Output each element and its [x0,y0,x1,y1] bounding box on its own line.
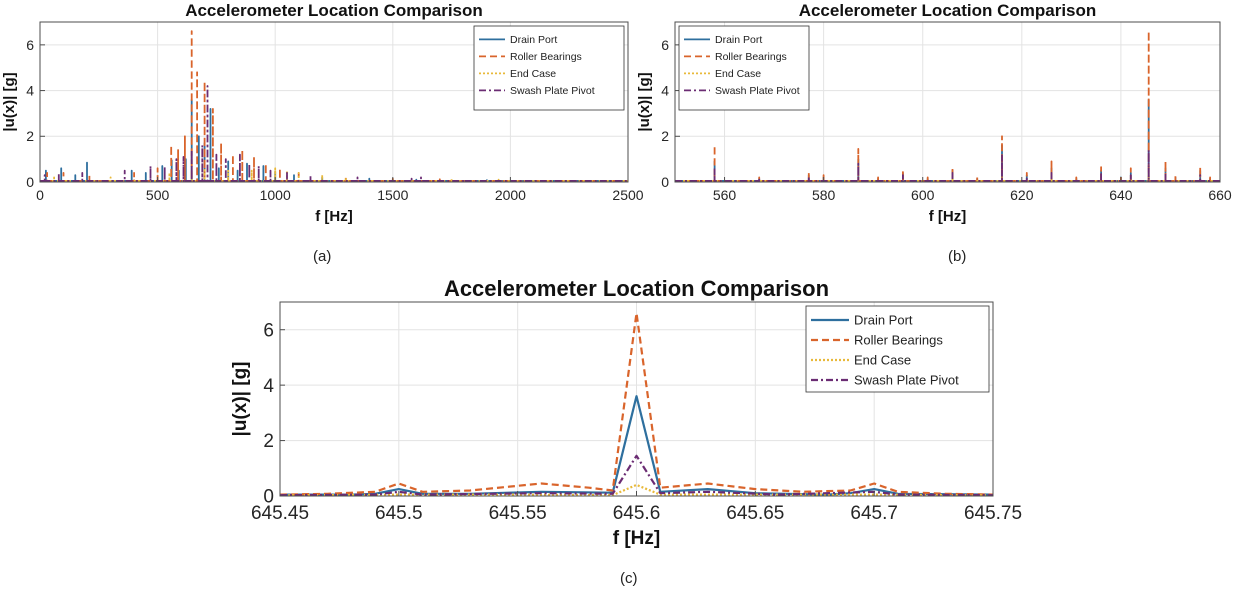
legend: Drain Port Roller Bearings End Case Swash P… [473,25,625,111]
x-tick-label: 600 [911,187,935,203]
legend-entry: Drain Port [715,34,762,46]
series-line-swash-plate-pivot [40,85,628,182]
series-line-swash-plate-pivot [675,149,1220,182]
axes-box [674,21,1221,183]
caption-a: (a) [313,248,332,265]
x-axis-label: f [Hz] [929,208,967,225]
axes-box [39,21,629,183]
x-tick-label: 645.6 [613,503,661,524]
chart-c: 645.45 645.5 645.55 645.6 645.65 645.7 645.75 0… [230,276,1022,549]
series-group [40,30,628,182]
y-tick-label: 2 [26,128,34,144]
series-line-roller-bearings [280,312,993,496]
legend-entry: Drain Port [854,313,913,328]
legend-entry: Swash Plate Pivot [854,373,959,388]
legend-entry: End Case [854,353,911,368]
series-line-end-case [40,167,628,182]
caption-b: (b) [948,248,967,265]
series-line-roller-bearings [675,30,1220,182]
x-tick-label: 2500 [612,187,643,203]
x-tick-label: 645.7 [850,503,898,524]
x-tick-label: 645.75 [964,503,1022,524]
x-tick-label: 500 [146,187,170,203]
y-tick-label: 4 [26,82,34,98]
legend: Drain Port Roller Bearings End Case Swash P… [805,305,990,393]
x-tick-label: 560 [713,187,737,203]
y-axis-label: |u(x)| [g] [230,362,251,437]
x-tick-label: 645.45 [251,503,309,524]
x-tick-label: 660 [1208,187,1232,203]
x-tick-label: 2000 [495,187,526,203]
legend-entry: Roller Bearings [510,51,582,63]
y-tick-label: 6 [661,37,669,53]
x-tick-label: 1000 [260,187,291,203]
legend-entry: Roller Bearings [854,333,943,348]
chart-b: 560 580 600 620 640 660 0 2 4 6 Accelerometer Loca… [636,1,1232,225]
legend-entry: Swash Plate Pivot [510,85,595,97]
x-axis-label: f [Hz] [315,208,353,225]
y-tick-label: 6 [263,320,274,341]
y-axis-label: |u(x)| [g] [1,72,18,131]
chart-title: Accelerometer Location Comparison [444,276,829,301]
legend-entry: Swash Plate Pivot [715,85,800,97]
y-tick-label: 0 [26,174,34,190]
chart-title: Accelerometer Location Comparison [799,1,1097,20]
x-tick-label: 0 [36,187,44,203]
legend: Drain Port Roller Bearings End Case Swash P… [678,25,810,111]
x-tick-label: 580 [812,187,836,203]
y-tick-label: 2 [661,128,669,144]
caption-c: (c) [620,570,638,587]
y-tick-label: 2 [263,431,274,452]
x-tick-label: 645.65 [726,503,784,524]
legend-entry: End Case [510,68,556,80]
y-axis-label: |u(x)| [g] [636,72,653,131]
legend-entry: Drain Port [510,34,557,46]
y-tick-label: 0 [263,487,274,508]
legend-entry: End Case [715,68,761,80]
x-tick-label: 645.5 [375,503,423,524]
y-tick-label: 0 [661,174,669,190]
chart-title: Accelerometer Location Comparison [185,1,483,20]
x-axis-label: f [Hz] [613,528,660,549]
legend-entry: Roller Bearings [715,51,787,63]
x-tick-label: 1500 [377,187,408,203]
y-tick-label: 4 [263,376,274,397]
x-tick-label: 620 [1010,187,1034,203]
x-tick-label: 645.55 [489,503,547,524]
y-tick-label: 6 [26,37,34,53]
y-tick-label: 4 [661,82,669,98]
chart-a: 0 500 1000 1500 2000 2500 0 2 4 6 Accelerometer Lo… [1,1,644,225]
x-tick-label: 640 [1109,187,1133,203]
